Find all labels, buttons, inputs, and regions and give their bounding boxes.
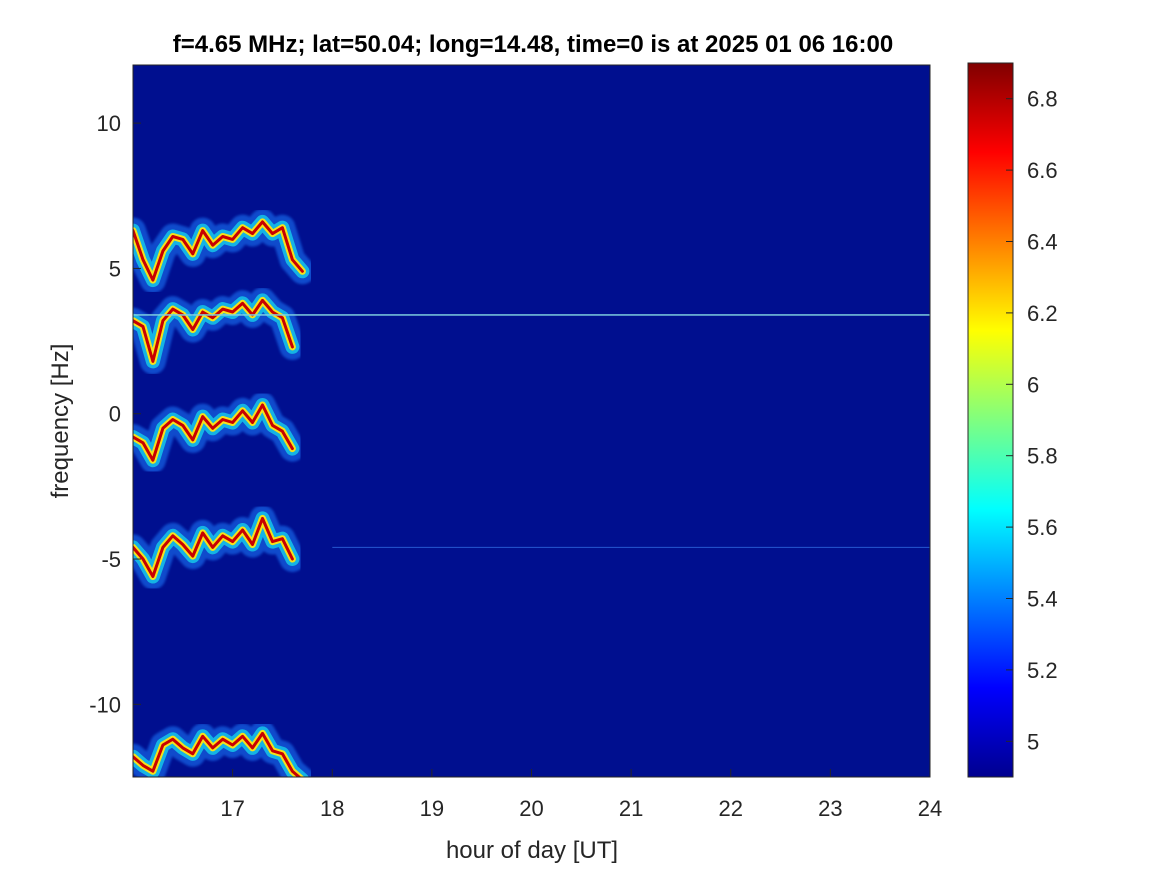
doppler-traces: [133, 208, 930, 777]
y-axis-label: frequency [Hz]: [47, 344, 74, 499]
colorbar-tick-label: 5.4: [1027, 587, 1058, 612]
doppler-trace-3-5-hz-core: [133, 298, 294, 363]
doppler-trace-0-hz-core: [133, 403, 294, 462]
x-axis-label: hour of day [UT]: [446, 837, 618, 864]
y-tick-label: -5: [101, 547, 121, 572]
colorbar-tick-label: 5.6: [1027, 515, 1058, 540]
plot-area: [132, 64, 931, 778]
colorbar-tick-label: 5.2: [1027, 658, 1058, 683]
x-tick-label: 22: [719, 796, 743, 821]
colorbar-tick-label: 5: [1027, 729, 1039, 754]
colorbar-tick-label: 6: [1027, 372, 1039, 397]
y-tick-label: 10: [97, 111, 121, 136]
y-tick-label: 5: [109, 256, 121, 281]
doppler-trace-6-hz-core: [133, 220, 304, 282]
colorbar-tick-label: 6.8: [1027, 87, 1058, 112]
y-tick-label: -10: [89, 692, 121, 717]
doppler-trace-11-5-hz-core: [133, 731, 302, 777]
colorbar: 5 5.2 5.4 5.6 5.8 6 6.2 6.4 6.6 6.8: [967, 62, 1058, 778]
colorbar-tick-label: 5.8: [1027, 444, 1058, 469]
y-axis-ticks: -10 -5 0 5 10: [89, 111, 141, 717]
x-axis-ticks: 17 18 19 20 21 22 23 24: [220, 769, 942, 821]
x-tick-label: 19: [420, 796, 444, 821]
colorbar-tick-label: 6.6: [1027, 158, 1058, 183]
doppler-trace-4-7-hz-core: [133, 516, 294, 578]
colorbar-ticks: 5 5.2 5.4 5.6 5.8 6 6.2 6.4 6.6 6.8: [1006, 87, 1058, 754]
y-tick-label: 0: [109, 402, 121, 427]
x-tick-label: 17: [220, 796, 244, 821]
x-tick-label: 21: [619, 796, 643, 821]
x-tick-label: 20: [519, 796, 543, 821]
x-tick-label: 24: [918, 796, 942, 821]
x-tick-label: 23: [818, 796, 842, 821]
colorbar-gradient: [967, 62, 1014, 778]
colorbar-tick-label: 6.2: [1027, 301, 1058, 326]
chart-title: f=4.65 MHz; lat=50.04; long=14.48, time=…: [173, 31, 893, 58]
x-tick-label: 18: [320, 796, 344, 821]
colorbar-tick-label: 6.4: [1027, 230, 1058, 255]
